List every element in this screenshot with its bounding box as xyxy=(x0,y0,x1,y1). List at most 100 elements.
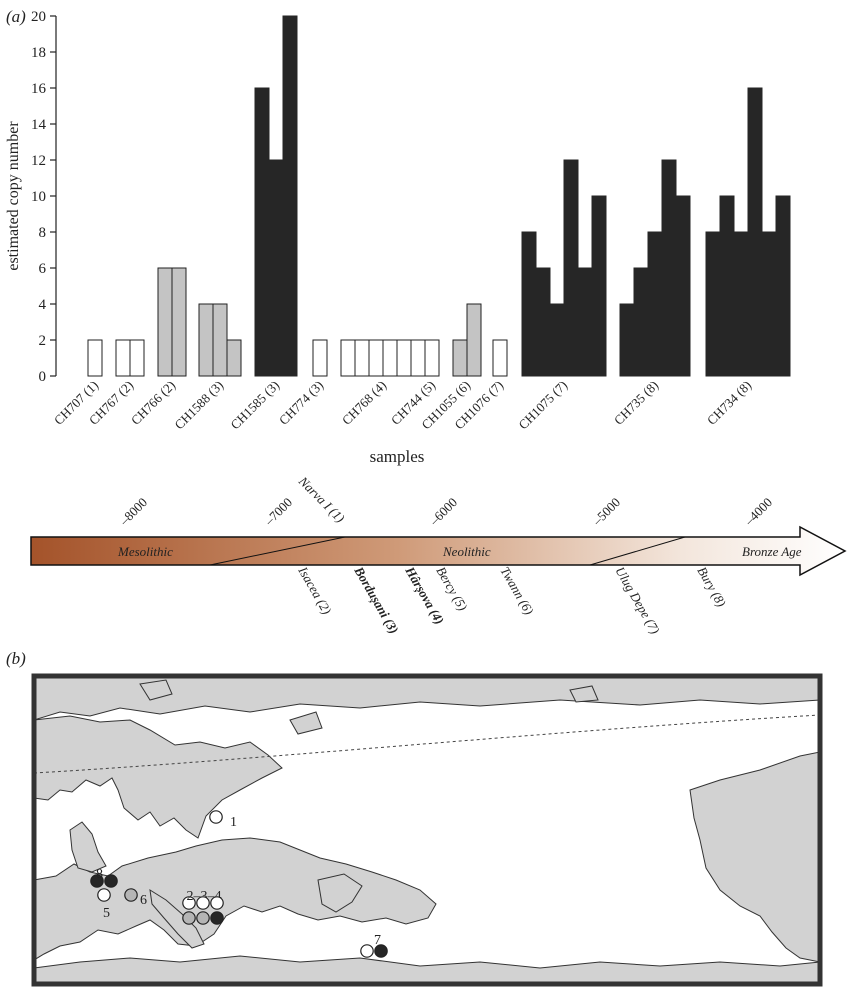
land-top-left xyxy=(34,676,820,721)
bar xyxy=(747,87,763,377)
period-bronze-age: Bronze Age xyxy=(742,544,802,559)
x-tick-label: CH774 (3) xyxy=(276,378,326,428)
site-marker-label: 5 xyxy=(103,906,110,921)
bar xyxy=(647,231,663,377)
bar xyxy=(382,339,398,377)
site-marker-label: 8 xyxy=(96,867,103,882)
y-tick-label: 12 xyxy=(31,153,46,169)
site-marker xyxy=(124,888,138,902)
bar xyxy=(368,339,384,377)
site-marker xyxy=(374,944,388,958)
land-island-3 xyxy=(569,685,599,703)
y-tick-label: 6 xyxy=(39,261,47,277)
period-divider-neolithic-bronze-age xyxy=(589,536,686,566)
bar xyxy=(115,339,131,377)
y-ticks: 0 2 4 6 8 10 12 14 16 18 20 xyxy=(31,9,56,385)
x-tick-label: CH1588 (3) xyxy=(171,378,226,433)
bar xyxy=(535,267,551,377)
timeline: Mesolithic Neolithic Bronze Age –8000 –70… xyxy=(30,473,847,637)
bar xyxy=(354,339,370,377)
x-tick-labels: CH707 (1)CH767 (2)CH766 (2)CH1588 (3) CH1… xyxy=(51,378,754,433)
site-marker xyxy=(97,888,111,902)
site-marker xyxy=(196,896,210,910)
timeline-tick-label: –5000 xyxy=(589,495,623,529)
bar xyxy=(129,339,145,377)
timeline-site-label: Ulug Depe (7) xyxy=(612,564,663,637)
land-british-isles xyxy=(69,821,107,873)
map-dotted-line xyxy=(33,714,821,774)
y-tick-label: 10 xyxy=(31,189,46,205)
timeline-site-label: Bordușani (3) xyxy=(350,563,402,637)
timeline-site-label: Bury (8) xyxy=(694,564,729,609)
x-tick-label: CH1585 (3) xyxy=(227,378,282,433)
period-divider-mesolithic-neolithic xyxy=(209,536,346,566)
bar-chart: 0 2 4 6 8 10 12 14 16 18 20 CH707 (1)CH767 (2)CH76… xyxy=(5,9,791,466)
bar xyxy=(633,267,649,377)
y-tick-label: 14 xyxy=(31,117,47,133)
bar xyxy=(254,87,270,377)
bar xyxy=(521,231,537,377)
site-marker xyxy=(210,896,224,910)
timeline-tick-label: –7000 xyxy=(261,495,295,529)
y-tick-label: 2 xyxy=(39,333,47,349)
bar xyxy=(282,15,298,377)
y-tick-label: 0 xyxy=(39,369,47,385)
period-neolithic: Neolithic xyxy=(442,544,491,559)
bar xyxy=(549,303,565,377)
timeline-tick-label: –8000 xyxy=(116,495,150,529)
site-marker xyxy=(90,874,104,888)
x-tick-label: CH734 (8) xyxy=(704,378,754,428)
land-east xyxy=(689,751,820,963)
site-marker-label: 1 xyxy=(230,815,237,830)
bar xyxy=(466,303,482,377)
bar xyxy=(212,303,228,377)
bar xyxy=(591,195,607,377)
bar xyxy=(761,231,777,377)
bar xyxy=(396,339,412,377)
map-land xyxy=(34,676,820,984)
site-marker-label: 6 xyxy=(140,893,147,908)
bar xyxy=(157,267,173,377)
bars xyxy=(87,15,791,377)
timeline-tick-label: –6000 xyxy=(426,495,460,529)
bar xyxy=(452,339,468,377)
land-south-strip xyxy=(34,955,820,984)
bar xyxy=(268,159,284,377)
timeline-arrow xyxy=(30,525,847,577)
map-markers: 18562–3–47 xyxy=(90,810,388,958)
y-tick-label: 18 xyxy=(31,45,46,61)
land-island-1 xyxy=(139,679,173,701)
bar xyxy=(198,303,214,377)
site-marker xyxy=(210,911,224,925)
x-tick-label: CH1075 (7) xyxy=(515,378,570,433)
x-tick-label: CH735 (8) xyxy=(611,378,661,428)
period-mesolithic: Mesolithic xyxy=(117,544,173,559)
bar xyxy=(492,339,508,377)
bar xyxy=(675,195,691,377)
land-anatolia xyxy=(317,873,363,913)
land-island-2 xyxy=(289,711,323,735)
bar xyxy=(171,267,187,377)
x-tick-label: CH766 (2) xyxy=(128,378,178,428)
site-marker xyxy=(182,896,196,910)
x-axis-label: samples xyxy=(370,447,425,466)
bar xyxy=(340,339,356,377)
y-tick-label: 8 xyxy=(39,225,47,241)
bar xyxy=(577,267,593,377)
land-europe-main xyxy=(34,837,437,961)
site-marker xyxy=(360,944,374,958)
site-marker xyxy=(182,911,196,925)
bar xyxy=(705,231,721,377)
y-tick-label: 4 xyxy=(39,297,47,313)
timeline-site-label: Isacea (2) xyxy=(295,563,335,617)
bar xyxy=(424,339,440,377)
bar xyxy=(661,159,677,377)
map-background xyxy=(34,676,820,984)
site-marker xyxy=(104,874,118,888)
timeline-site-label: Narva I (1) xyxy=(295,473,348,526)
panel-a-label: (a) xyxy=(6,7,26,26)
bar xyxy=(619,303,635,377)
land-scandinavia xyxy=(34,715,283,839)
timeline-tick-label: –4000 xyxy=(741,495,775,529)
map: 18562–3–47 xyxy=(31,673,823,987)
